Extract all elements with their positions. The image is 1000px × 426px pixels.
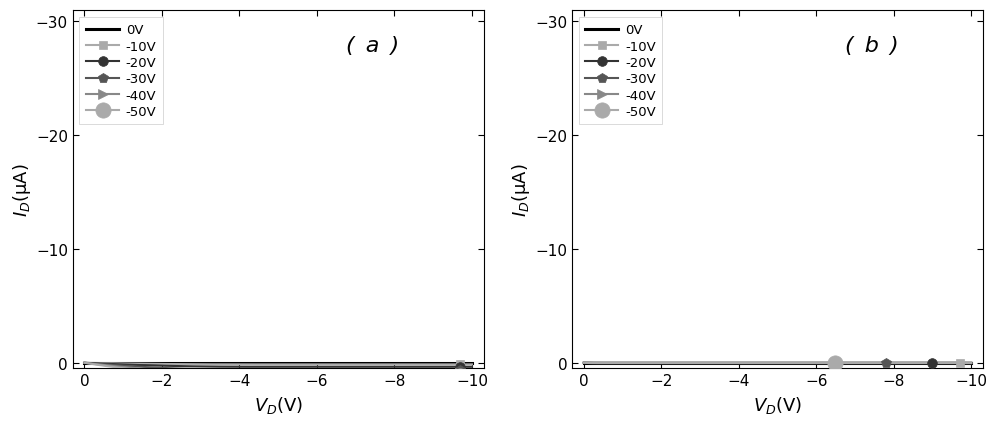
Y-axis label: $I_D$(μA): $I_D$(μA): [11, 163, 33, 217]
Legend: 0V, -10V, -20V, -30V, -40V, -50V: 0V, -10V, -20V, -30V, -40V, -50V: [79, 17, 163, 125]
Legend: 0V, -10V, -20V, -30V, -40V, -50V: 0V, -10V, -20V, -30V, -40V, -50V: [579, 17, 662, 125]
Text: ( a ): ( a ): [346, 36, 399, 56]
X-axis label: $V_D$(V): $V_D$(V): [753, 394, 802, 415]
Text: ( b ): ( b ): [845, 36, 899, 56]
X-axis label: $V_D$(V): $V_D$(V): [254, 394, 303, 415]
Y-axis label: $I_D$(μA): $I_D$(μA): [510, 163, 532, 217]
